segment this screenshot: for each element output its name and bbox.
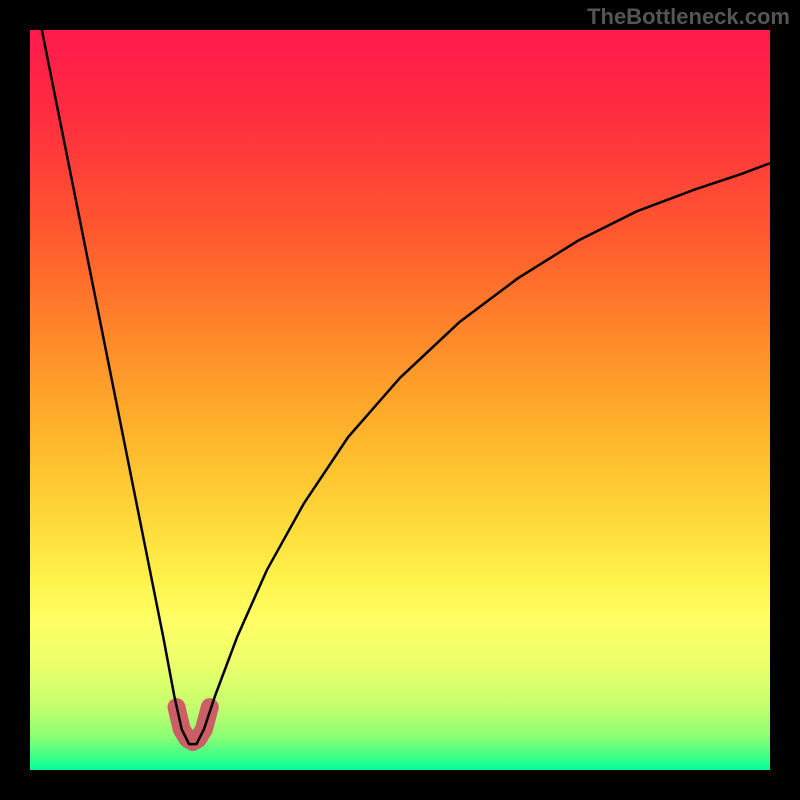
chart-stage: TheBottleneck.com: [0, 0, 800, 800]
plot-background: [30, 30, 770, 770]
bottleneck-chart: [0, 0, 800, 800]
watermark-text: TheBottleneck.com: [587, 4, 790, 30]
